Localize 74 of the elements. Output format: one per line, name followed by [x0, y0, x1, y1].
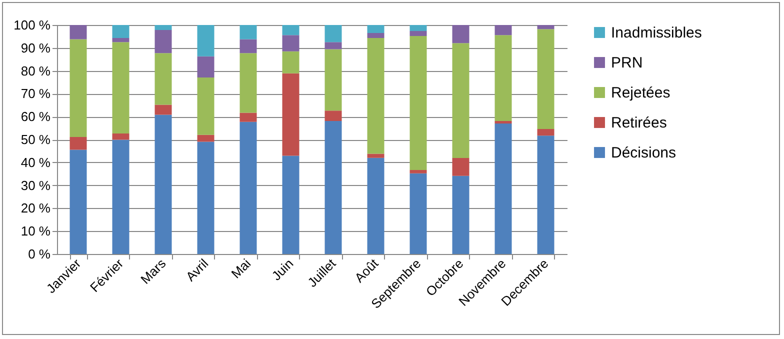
y-tick-label: 100 % — [14, 18, 51, 32]
y-tick-label: 80 % — [20, 63, 51, 78]
bar — [324, 110, 342, 121]
bar — [240, 112, 257, 122]
bar — [154, 30, 172, 54]
bar — [494, 35, 512, 121]
bar — [154, 114, 172, 254]
y-tick-label: 50 % — [20, 132, 51, 147]
bar — [240, 39, 257, 54]
legend-label: PRN — [611, 54, 643, 72]
bar — [452, 158, 470, 176]
bar — [452, 43, 470, 158]
bar — [154, 53, 172, 105]
bar — [282, 156, 300, 254]
bar — [154, 104, 172, 115]
y-tick-label: 30 % — [20, 178, 51, 193]
y-tick-label: 20 % — [20, 200, 51, 216]
bar — [197, 77, 214, 135]
x-tick-label: Mai — [228, 256, 254, 282]
bar — [70, 150, 87, 254]
bar — [410, 170, 427, 174]
y-tick-label: 10 % — [20, 224, 51, 239]
bar — [240, 122, 257, 254]
bar — [240, 25, 257, 40]
bar — [324, 25, 342, 42]
bar — [537, 25, 554, 30]
bar — [367, 38, 384, 154]
bar — [70, 39, 87, 137]
bar — [197, 142, 214, 254]
bar — [324, 49, 342, 111]
bar — [197, 56, 214, 78]
bar — [112, 25, 130, 38]
y-tick-label: 70 % — [20, 86, 51, 102]
legend-label: Décisions — [611, 144, 676, 162]
bar — [494, 120, 512, 124]
bar — [240, 53, 257, 113]
bar — [112, 140, 130, 254]
bar — [367, 25, 384, 34]
x-tick-label: Juin — [268, 256, 296, 284]
bar — [324, 42, 342, 50]
bar — [537, 136, 554, 254]
bar — [410, 36, 427, 170]
bar — [70, 25, 87, 40]
bar — [367, 154, 384, 158]
bar — [367, 33, 384, 38]
y-tick-label: 0 % — [28, 246, 51, 262]
bar — [537, 29, 554, 129]
bar — [70, 136, 87, 150]
bar — [112, 42, 130, 134]
bar — [410, 25, 427, 31]
bar — [410, 173, 427, 254]
bar — [537, 128, 554, 136]
y-tick-label: 90 % — [20, 40, 51, 56]
bar — [324, 120, 342, 254]
legend-label: Retirées — [611, 114, 667, 132]
bar — [197, 134, 214, 142]
y-tick-label: 60 % — [20, 109, 51, 124]
bar — [452, 176, 470, 254]
bar — [452, 25, 470, 44]
bar — [282, 73, 300, 156]
bar — [367, 158, 384, 254]
bar — [282, 25, 300, 36]
bar — [494, 25, 512, 36]
bar — [154, 25, 172, 30]
bar — [282, 51, 300, 74]
bar — [282, 35, 300, 52]
legend-label: Inadmissibles — [611, 24, 702, 42]
bar — [494, 123, 512, 254]
bar — [410, 30, 427, 36]
y-tick-label: 40 % — [20, 154, 51, 170]
bar — [112, 134, 130, 140]
bar — [197, 25, 214, 56]
bar — [112, 38, 130, 42]
legend-label: Rejetées — [611, 84, 670, 102]
